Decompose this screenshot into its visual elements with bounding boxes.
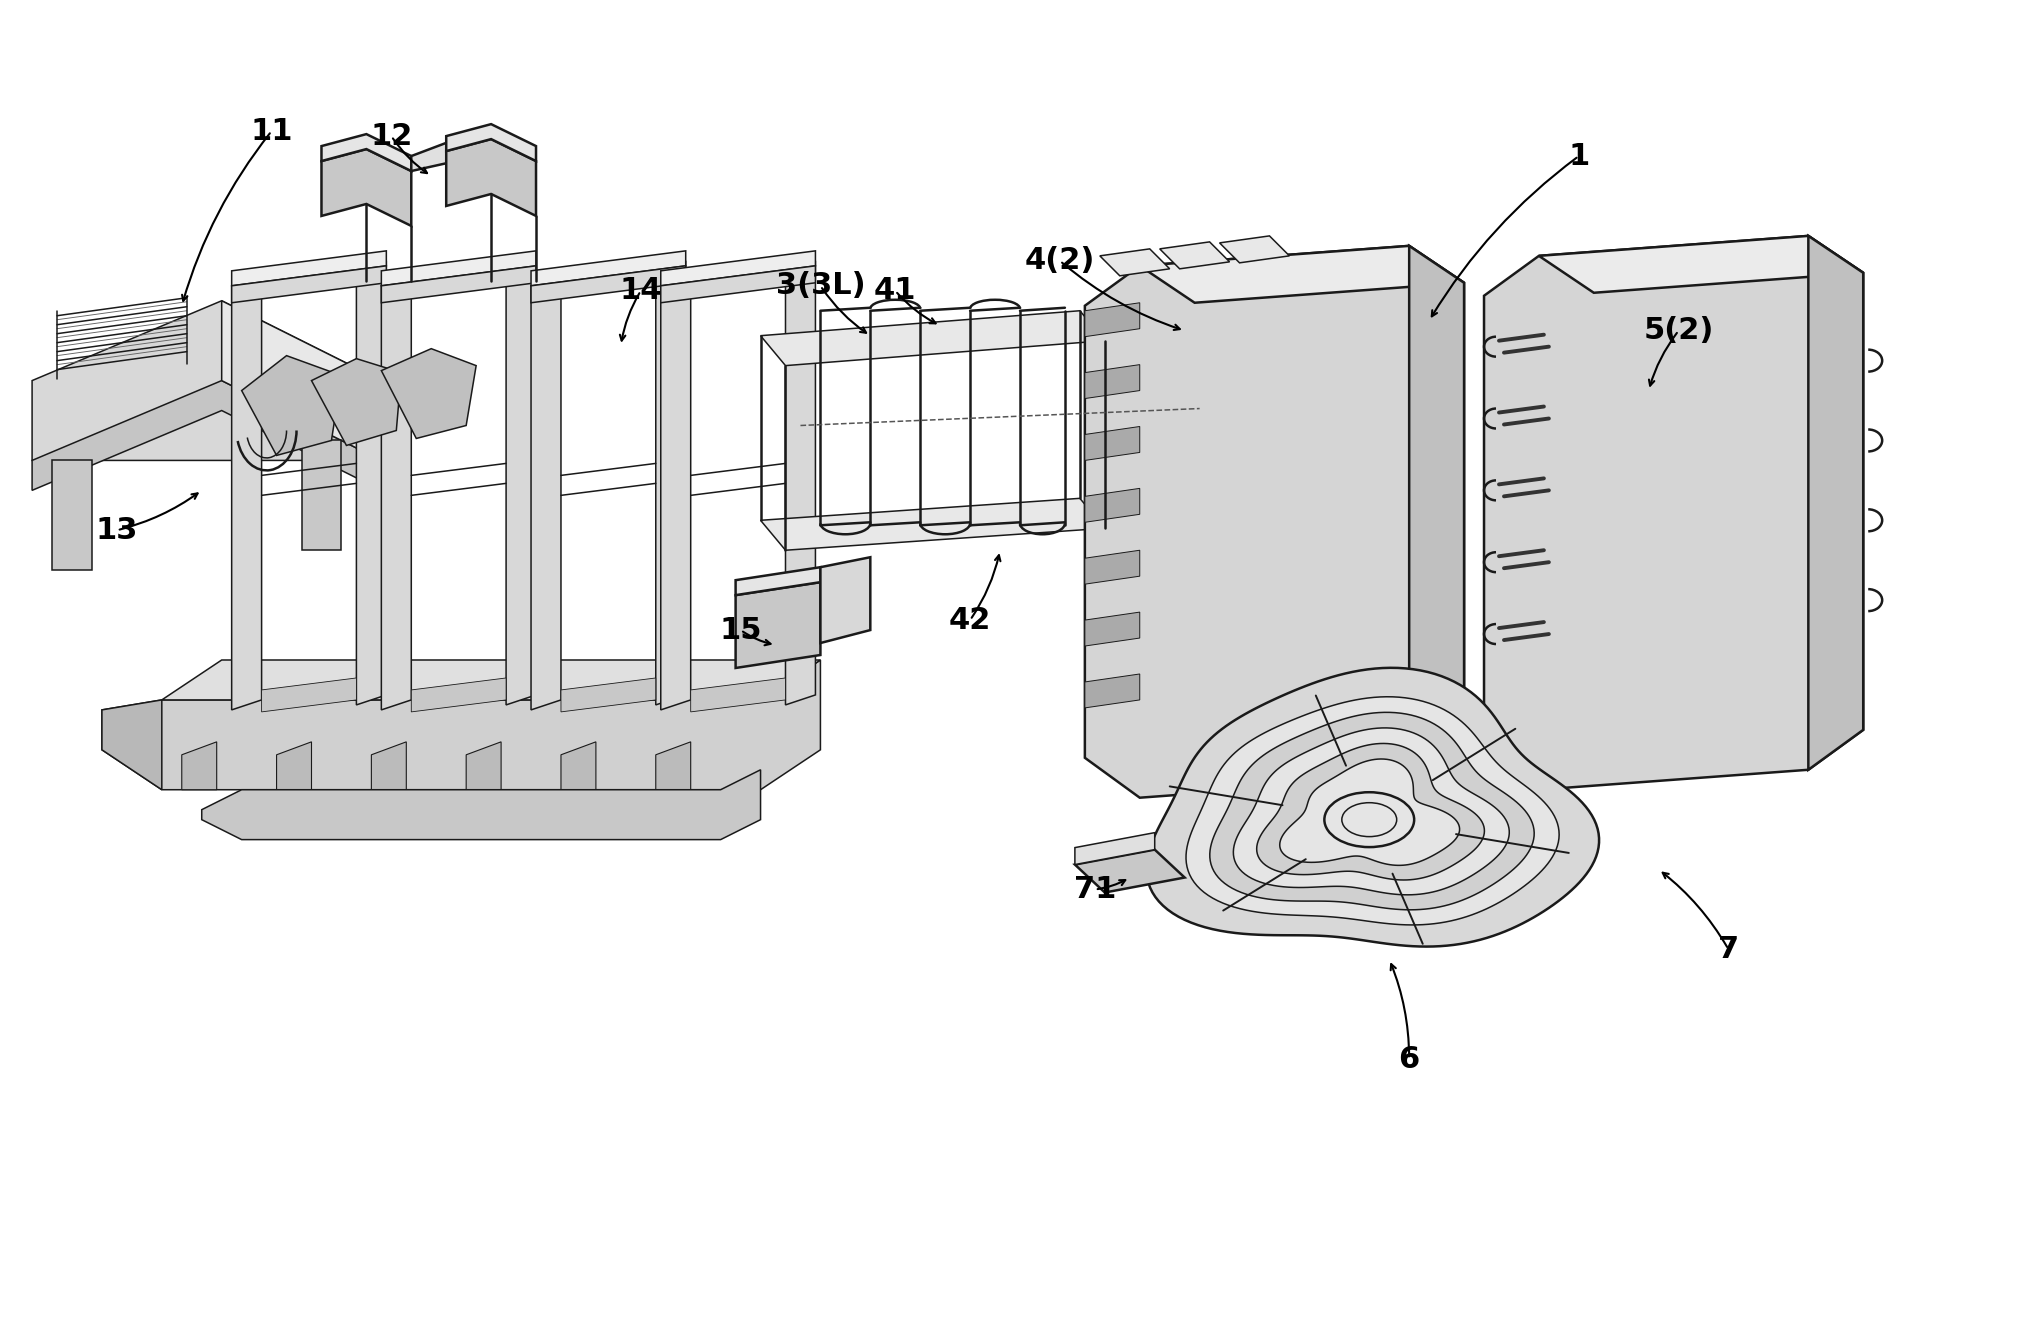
Polygon shape [102, 700, 161, 790]
Polygon shape [690, 678, 786, 712]
Polygon shape [410, 678, 506, 712]
Polygon shape [102, 660, 821, 790]
Polygon shape [202, 770, 760, 840]
Polygon shape [1139, 245, 1464, 303]
Polygon shape [447, 138, 535, 216]
Polygon shape [223, 301, 382, 460]
Polygon shape [382, 266, 535, 303]
Text: 15: 15 [719, 616, 762, 645]
Polygon shape [276, 741, 312, 790]
Polygon shape [1160, 241, 1229, 269]
Polygon shape [231, 276, 261, 710]
Text: 71: 71 [1074, 874, 1117, 904]
Polygon shape [1084, 303, 1139, 336]
Polygon shape [506, 261, 535, 704]
Polygon shape [1280, 758, 1460, 865]
Polygon shape [1256, 744, 1485, 880]
Polygon shape [312, 359, 402, 446]
Polygon shape [562, 678, 655, 712]
Polygon shape [655, 261, 686, 704]
Polygon shape [302, 441, 341, 550]
Polygon shape [1219, 236, 1289, 262]
Text: 3(3L): 3(3L) [776, 272, 866, 301]
Polygon shape [357, 261, 386, 704]
Polygon shape [1485, 236, 1862, 790]
Polygon shape [735, 582, 821, 667]
Polygon shape [1074, 832, 1154, 864]
Polygon shape [1074, 849, 1184, 893]
Text: 41: 41 [874, 276, 917, 305]
Polygon shape [321, 135, 410, 171]
Polygon shape [382, 251, 535, 286]
Text: 14: 14 [619, 276, 662, 305]
Polygon shape [382, 276, 410, 710]
Polygon shape [1084, 245, 1464, 798]
Polygon shape [382, 348, 476, 438]
Polygon shape [1084, 674, 1139, 708]
Polygon shape [760, 499, 1105, 550]
Polygon shape [51, 460, 92, 570]
Text: 11: 11 [251, 116, 292, 145]
Polygon shape [241, 356, 341, 455]
Polygon shape [1540, 236, 1862, 293]
Polygon shape [1146, 667, 1599, 947]
Text: 6: 6 [1399, 1045, 1419, 1074]
Polygon shape [161, 660, 821, 700]
Polygon shape [447, 124, 535, 161]
Polygon shape [1409, 245, 1464, 778]
Polygon shape [33, 381, 382, 491]
Polygon shape [1186, 696, 1560, 925]
Polygon shape [1084, 488, 1139, 522]
Polygon shape [760, 311, 1105, 365]
Polygon shape [466, 741, 500, 790]
Polygon shape [231, 251, 386, 286]
Text: 1: 1 [1568, 141, 1589, 170]
Polygon shape [372, 741, 406, 790]
Polygon shape [1084, 364, 1139, 398]
Polygon shape [1084, 550, 1139, 584]
Polygon shape [1809, 236, 1862, 770]
Polygon shape [1101, 249, 1170, 276]
Polygon shape [655, 741, 690, 790]
Text: 13: 13 [96, 516, 139, 545]
Polygon shape [662, 251, 815, 286]
Polygon shape [662, 276, 690, 710]
Polygon shape [531, 251, 686, 286]
Text: 4(2): 4(2) [1025, 247, 1095, 276]
Polygon shape [531, 266, 686, 303]
Polygon shape [1209, 712, 1534, 910]
Polygon shape [321, 149, 410, 226]
Polygon shape [410, 138, 455, 171]
Polygon shape [821, 557, 870, 644]
Text: 5(2): 5(2) [1644, 317, 1713, 346]
Text: 42: 42 [950, 605, 990, 634]
Polygon shape [735, 567, 821, 595]
Polygon shape [261, 678, 357, 712]
Polygon shape [33, 301, 382, 460]
Polygon shape [231, 266, 386, 303]
Polygon shape [662, 266, 815, 303]
Polygon shape [531, 276, 562, 710]
Polygon shape [562, 741, 596, 790]
Polygon shape [1084, 612, 1139, 646]
Polygon shape [182, 741, 216, 790]
Polygon shape [1233, 728, 1509, 894]
Text: 12: 12 [370, 121, 412, 150]
Polygon shape [1084, 426, 1139, 460]
Text: 7: 7 [1717, 935, 1740, 964]
Polygon shape [786, 261, 815, 704]
